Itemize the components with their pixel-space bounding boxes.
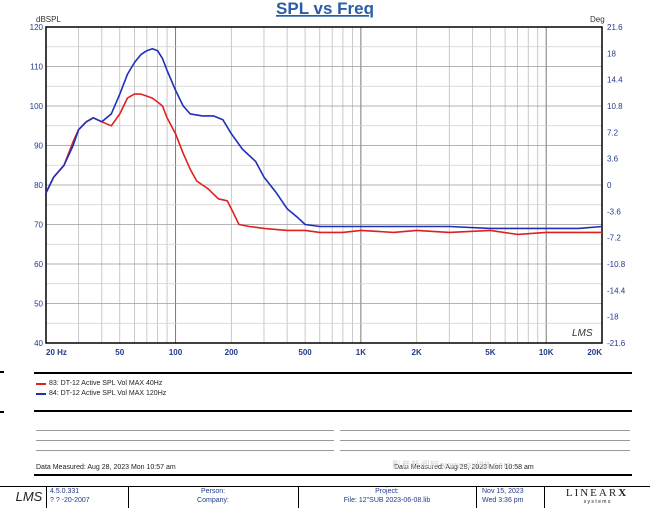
legend-swatch	[36, 382, 46, 385]
y-right-tick-label: 10.8	[607, 102, 623, 111]
y-tick-label: 110	[30, 63, 43, 72]
y-right-tick-label: -14.4	[607, 286, 626, 295]
x-tick-label: 200	[225, 348, 239, 357]
note-rule	[36, 450, 334, 451]
note-rule	[36, 440, 334, 441]
legend-item: 84: DT-12 Active SPL Vol MAX 120Hz	[36, 390, 166, 397]
date-cell: Nov 15, 2023 Wed 3:36 pm	[478, 487, 544, 508]
footer-date: Nov 15, 2023	[482, 488, 524, 495]
x-tick-label: 5K	[485, 348, 495, 357]
y-tick-label: 90	[34, 142, 43, 151]
person-label: Person:	[200, 488, 226, 495]
series-line-2	[45, 47, 603, 230]
site-watermark: 影音新闻网 www.avl88.com	[392, 460, 512, 470]
project-label: Project:	[375, 488, 399, 495]
y-right-tick-label: -10.8	[607, 260, 626, 269]
project-cell: Project: File: 12"SUB 2023-06-08.lib	[300, 487, 474, 508]
y-tick-labels-right: -21.6 -18 -14.4 -10.8 -7.2 -3.6 0 3.6 7.2 10.8 14.…	[607, 23, 626, 348]
footer-divider	[128, 487, 129, 508]
note-rule	[340, 440, 630, 441]
note-rule	[340, 450, 630, 451]
y-tick-label: 50	[34, 300, 43, 309]
series-lines	[45, 47, 603, 236]
grid	[46, 27, 602, 343]
footer-divider	[544, 487, 545, 508]
data-measured-left: Data Measured: Aug 28, 2023 Mon 10:57 am	[36, 464, 176, 471]
brand-x: X	[618, 487, 629, 499]
x-tick-labels: 20 Hz 50 100 200 500 1K 2K 5K 10K 20K	[46, 348, 602, 357]
x-tick-label: 50	[115, 348, 124, 357]
footer-bar: LMS 4.5.0.331 ? ? -20-2007 Person: Compa…	[0, 486, 650, 508]
y-right-tick-label: 14.4	[607, 76, 623, 85]
x-tick-label: 500	[298, 348, 312, 357]
footer-divider	[476, 487, 477, 508]
footer-divider	[298, 487, 299, 508]
footer-divider	[46, 487, 47, 508]
legend: 83: DT-12 Active SPL Vol MAX 40Hz 84: DT…	[34, 372, 632, 412]
brand-name: LINEAR	[565, 487, 619, 499]
edge-mark	[0, 411, 4, 413]
chart-title: SPL vs Freq	[276, 0, 374, 18]
version-date: ? ? -20-2007	[50, 497, 90, 504]
file-label: File: 12"SUB 2023-06-08.lib	[343, 497, 431, 504]
lms-watermark: LMS	[572, 328, 593, 339]
y-right-tick-label: 0	[607, 181, 612, 190]
legend-item: 83: DT-12 Active SPL Vol MAX 40Hz	[36, 380, 162, 387]
x-tick-label: 2K	[412, 348, 422, 357]
y-right-tick-label: 18	[607, 49, 616, 58]
plot-frame	[45, 26, 603, 344]
legend-swatch	[36, 392, 46, 395]
footer-time: Wed 3:36 pm	[482, 497, 524, 504]
y-right-tick-label: -21.6	[607, 339, 626, 348]
lms-logo: LMS	[15, 489, 43, 504]
y-right-tick-label: 3.6	[607, 155, 619, 164]
version: 4.5.0.331	[50, 488, 80, 495]
company-label: Company:	[197, 497, 229, 504]
linearx-logo: LINEARX s y s t e m s	[546, 487, 648, 508]
x-tick-label: 10K	[539, 348, 554, 357]
data-measured-right: Data Measured: Aug 28, 2023 Mon 10:58 am	[394, 464, 534, 471]
note-rule	[36, 430, 334, 431]
y-tick-label: 60	[34, 260, 43, 269]
notes-panel: Data Measured: Aug 28, 2023 Mon 10:57 am…	[34, 412, 632, 476]
legend-label: 83: DT-12 Active SPL Vol MAX 40Hz	[49, 380, 163, 387]
person-cell: Person: Company:	[130, 487, 296, 508]
y-axis-label-right: Deg	[590, 15, 605, 24]
y-tick-labels-left: 40 50 60 70 80 90 100 110 120	[30, 23, 44, 348]
y-axis-label-left: dBSPL	[36, 15, 61, 24]
x-tick-label: 100	[169, 348, 183, 357]
y-tick-label: 80	[34, 181, 43, 190]
y-right-tick-label: 21.6	[607, 23, 623, 32]
x-tick-label: 20 Hz	[46, 348, 67, 357]
legend-label: 84: DT-12 Active SPL Vol MAX 120Hz	[49, 390, 167, 397]
y-tick-label: 70	[34, 221, 43, 230]
x-tick-label: 1K	[356, 348, 366, 357]
spl-chart: SPL vs Freq dBSPL Deg 20 Hz 50 100 200 500 1K…	[30, 0, 626, 357]
y-right-tick-label: -18	[607, 313, 619, 322]
y-right-tick-label: -7.2	[607, 234, 621, 243]
series-line-1	[45, 93, 602, 236]
y-right-tick-label: 7.2	[607, 128, 619, 137]
note-rule	[340, 430, 630, 431]
edge-mark	[0, 371, 4, 373]
y-tick-label: 100	[30, 102, 44, 111]
y-tick-label: 40	[34, 339, 43, 348]
brand-sub: s y s t e m s	[583, 499, 611, 505]
y-tick-label: 120	[30, 23, 44, 32]
y-right-tick-label: -3.6	[607, 207, 621, 216]
version-cell: 4.5.0.331 ? ? -20-2007	[50, 487, 120, 508]
x-tick-label: 20K	[587, 348, 602, 357]
